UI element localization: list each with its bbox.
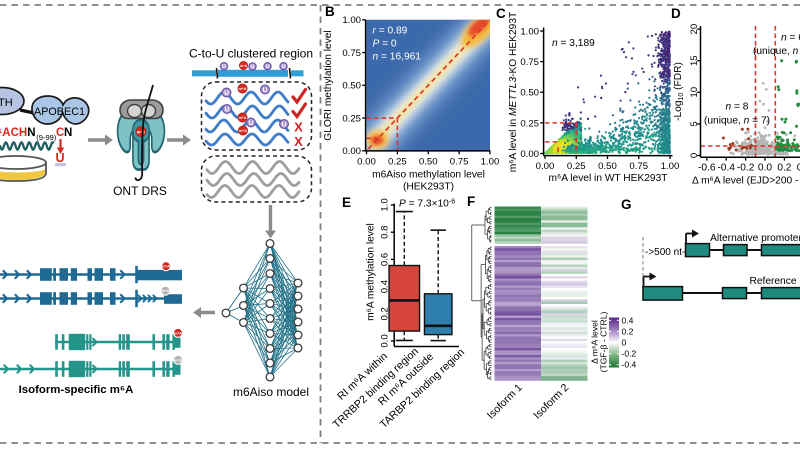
svg-text:U: U bbox=[251, 64, 255, 70]
svg-text:U: U bbox=[282, 64, 286, 70]
svg-text:Alternative promoter: Alternative promoter bbox=[710, 233, 800, 244]
svg-text:Δ m⁶A level (EJD>200 - E: Δ m⁶A level (EJD>200 - E bbox=[692, 176, 800, 187]
svg-text:0: 0 bbox=[689, 153, 700, 158]
svg-text:m⁶A level in WT HEK293T: m⁶A level in WT HEK293T bbox=[549, 173, 668, 184]
svg-text:m⁶A: m⁶A bbox=[239, 128, 247, 133]
svg-text:-0.4: -0.4 bbox=[622, 360, 637, 370]
svg-text:0.50: 0.50 bbox=[598, 161, 617, 172]
svg-text:m6Aiso methylation level: m6Aiso methylation level bbox=[372, 170, 485, 181]
svg-text:1.0: 1.0 bbox=[380, 198, 391, 211]
svg-text:0.0: 0.0 bbox=[758, 163, 772, 174]
svg-text:C: C bbox=[496, 6, 506, 21]
svg-text:0.00: 0.00 bbox=[357, 157, 376, 168]
svg-text:U: U bbox=[266, 64, 270, 70]
svg-text:(TGF-β - CTRL): (TGF-β - CTRL) bbox=[599, 311, 609, 372]
svg-text:m⁶A: m⁶A bbox=[174, 331, 182, 335]
svg-text:0: 0 bbox=[622, 338, 627, 348]
svg-text:-Log10 (FDR): -Log10 (FDR) bbox=[673, 62, 685, 121]
svg-text:-0.2: -0.2 bbox=[737, 163, 755, 174]
svg-text:1.00: 1.00 bbox=[342, 15, 361, 26]
svg-text:m⁶A: m⁶A bbox=[240, 64, 248, 68]
svg-text:P = 7.3×10-6: P = 7.3×10-6 bbox=[399, 199, 455, 210]
svg-text:(unique, n: (unique, n bbox=[753, 46, 799, 57]
svg-text:0.50: 0.50 bbox=[419, 157, 438, 168]
svg-text:0.75: 0.75 bbox=[520, 57, 539, 68]
svg-text:B: B bbox=[325, 4, 335, 19]
svg-text:U: U bbox=[225, 106, 230, 113]
svg-text:-0.4: -0.4 bbox=[717, 163, 735, 174]
svg-text:N: N bbox=[27, 127, 35, 139]
svg-text:(HEK293T): (HEK293T) bbox=[403, 182, 454, 193]
svg-text:0.6: 0.6 bbox=[380, 253, 391, 266]
svg-text:(9-99): (9-99) bbox=[36, 133, 57, 142]
svg-text:m6Aiso model: m6Aiso model bbox=[233, 385, 309, 399]
svg-text:⁶ACH: ⁶ACH bbox=[0, 127, 27, 139]
svg-text:U: U bbox=[56, 151, 65, 165]
svg-text:m⁶A: m⁶A bbox=[238, 86, 246, 91]
svg-text:0.2: 0.2 bbox=[777, 163, 791, 174]
svg-text:X: X bbox=[294, 120, 303, 135]
svg-text:-0.2: -0.2 bbox=[622, 349, 637, 359]
svg-text:20: 20 bbox=[689, 24, 700, 35]
svg-text:APOBEC1: APOBEC1 bbox=[34, 106, 85, 118]
svg-text:U: U bbox=[263, 87, 268, 94]
svg-text:0.8: 0.8 bbox=[380, 226, 391, 239]
svg-text:1.00: 1.00 bbox=[520, 26, 539, 37]
svg-text:ONT DRS: ONT DRS bbox=[113, 184, 167, 198]
svg-text:0.25: 0.25 bbox=[342, 113, 361, 124]
svg-text:P = 0: P = 0 bbox=[373, 39, 397, 50]
svg-text:U: U bbox=[222, 64, 226, 70]
svg-text:0.00: 0.00 bbox=[536, 161, 555, 172]
svg-text:5: 5 bbox=[689, 121, 700, 126]
svg-text:C-to-U clustered region: C-to-U clustered region bbox=[189, 47, 313, 61]
svg-text:1.00: 1.00 bbox=[481, 157, 500, 168]
svg-text:0.25: 0.25 bbox=[388, 157, 407, 168]
svg-text:0.4: 0.4 bbox=[622, 315, 634, 325]
svg-text:10: 10 bbox=[689, 87, 700, 98]
svg-text:U: U bbox=[224, 90, 229, 97]
svg-text:U: U bbox=[282, 121, 287, 128]
svg-text:n = 3,189: n = 3,189 bbox=[552, 38, 595, 49]
svg-text:15: 15 bbox=[689, 55, 700, 66]
svg-text:r = 0.89: r = 0.89 bbox=[373, 26, 408, 37]
svg-text:0.25: 0.25 bbox=[567, 161, 586, 172]
svg-text:0.00: 0.00 bbox=[520, 149, 539, 160]
svg-text:N: N bbox=[64, 127, 72, 139]
svg-text:Isoform-specific m⁶A: Isoform-specific m⁶A bbox=[19, 384, 134, 396]
svg-text:0.50: 0.50 bbox=[520, 88, 539, 99]
svg-text:1.00: 1.00 bbox=[661, 161, 680, 172]
svg-text:m⁶A methylation level: m⁶A methylation level bbox=[366, 223, 377, 321]
svg-text:n = 16,961: n = 16,961 bbox=[373, 52, 422, 63]
svg-text:0.2: 0.2 bbox=[622, 326, 634, 336]
svg-text:0.75: 0.75 bbox=[450, 157, 469, 168]
svg-text:m⁶A: m⁶A bbox=[162, 265, 170, 269]
svg-text:m⁶A: m⁶A bbox=[137, 129, 146, 134]
svg-text:n = 6: n = 6 bbox=[781, 33, 800, 44]
svg-text:D: D bbox=[671, 6, 681, 21]
svg-text:0.75: 0.75 bbox=[342, 48, 361, 59]
svg-text:GLORI methylation level: GLORI methylation level bbox=[323, 30, 334, 140]
svg-text:X: X bbox=[294, 134, 303, 149]
svg-text:TH: TH bbox=[0, 97, 13, 109]
svg-text:m⁶A: m⁶A bbox=[174, 358, 182, 362]
svg-text:Reference: Reference bbox=[749, 276, 796, 287]
svg-text:m⁶A level in METTL3-KO HEK293T: m⁶A level in METTL3-KO HEK293T bbox=[508, 12, 519, 172]
svg-text:-0.6: -0.6 bbox=[698, 163, 716, 174]
svg-text:F: F bbox=[467, 194, 475, 209]
svg-text:(unique, n = 7): (unique, n = 7) bbox=[704, 116, 770, 127]
svg-text:0.50: 0.50 bbox=[342, 81, 361, 92]
svg-text:G: G bbox=[621, 197, 632, 212]
svg-text:m⁶A: m⁶A bbox=[238, 115, 246, 120]
svg-text:m⁶A: m⁶A bbox=[162, 289, 170, 293]
svg-text:E: E bbox=[342, 195, 351, 210]
svg-text:0.0: 0.0 bbox=[380, 334, 391, 347]
svg-text:n = 8: n = 8 bbox=[726, 102, 749, 113]
svg-text:->500 nt-: ->500 nt- bbox=[645, 247, 685, 258]
svg-text:0.25: 0.25 bbox=[520, 118, 539, 129]
svg-text:0.75: 0.75 bbox=[629, 161, 648, 172]
svg-text:U: U bbox=[249, 120, 254, 127]
